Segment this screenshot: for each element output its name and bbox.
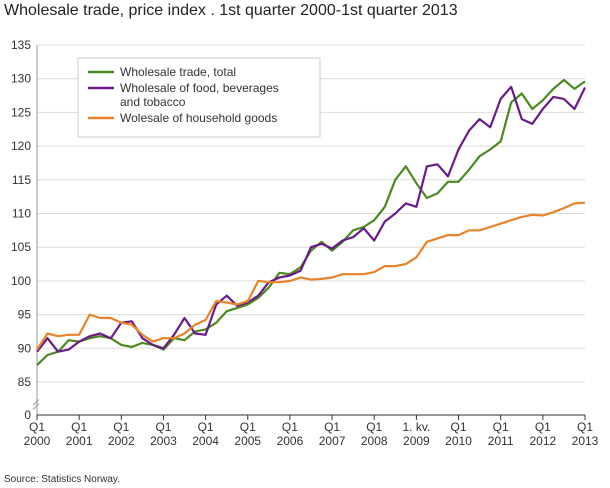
legend-label: Wholesale trade, total [120, 65, 236, 79]
chart-title: Wholesale trade, price index . 1st quart… [4, 2, 458, 19]
axis-break [32, 399, 40, 410]
y-tick-label: 130 [11, 72, 31, 86]
x-tick-label: Q1 2007 [319, 420, 346, 448]
legend-label: Wolesale of household goods [120, 111, 277, 125]
x-tick-label: Q1 2012 [529, 420, 556, 448]
y-tick-label: 0 [24, 408, 31, 422]
source: Source: Statistics Norway. [4, 474, 120, 485]
x-tick-label: Q1 2005 [234, 420, 261, 448]
legend: Wholesale trade, total Wholesale of food,… [77, 57, 321, 138]
y-tick-label: 90 [18, 341, 32, 355]
y-tick-label: 95 [18, 308, 32, 322]
y-tick-label: 135 [11, 38, 31, 52]
x-tick-label: Q1 2010 [445, 420, 472, 448]
x-tick-label: Q1 2008 [361, 420, 388, 448]
x-tick-label: Q1 2003 [150, 420, 177, 448]
x-tick-label: Q1 2011 [488, 420, 514, 448]
x-tick-label: Q1 2006 [277, 420, 304, 448]
x-tick-label: Q1 2000 [24, 420, 51, 448]
series-line [36, 78, 586, 366]
y-tick-label: 110 [12, 207, 31, 221]
legend-box [77, 57, 321, 138]
x-tick-label: 1. kv. 2009 [402, 420, 430, 448]
y-tick-label: 115 [12, 173, 31, 187]
y-tick-label: 120 [11, 139, 31, 153]
x-tick-label: Q1 2002 [108, 420, 135, 448]
x-tick-label: Q1 2013 [572, 420, 599, 448]
x-tick-label: Q1 2004 [192, 420, 219, 448]
y-tick-label: 85 [18, 375, 32, 389]
x-tick-label: Q1 2001 [66, 420, 93, 448]
y-tick-label: 100 [11, 274, 31, 288]
series-line [36, 85, 586, 353]
series-line [36, 201, 586, 351]
legend-label: Wholesale of food, beverages and tobacco [120, 81, 279, 109]
y-tick-label: 105 [11, 240, 31, 254]
y-tick-label: 125 [11, 105, 31, 119]
